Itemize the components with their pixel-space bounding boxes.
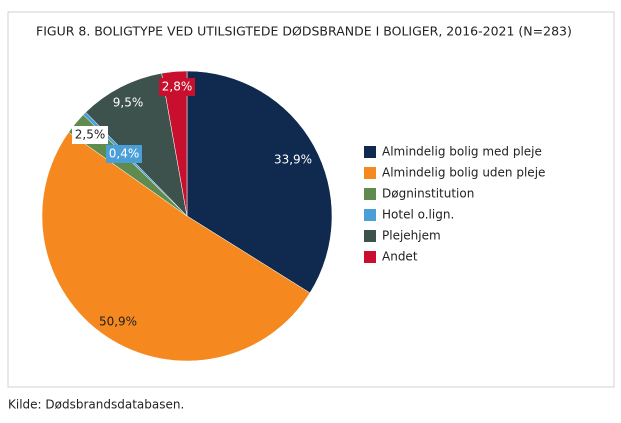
label-box (72, 126, 108, 144)
chart-title: FIGUR 8. BOLIGTYPE VED UTILSIGTEDE DØDSB… (36, 24, 572, 39)
label-box (106, 145, 142, 163)
legend-swatch (364, 251, 376, 263)
legend-label: Hotel o.lign. (382, 208, 454, 222)
pie-slice (161, 70, 188, 217)
data-label: 2,8% (162, 80, 193, 94)
pie-slice (41, 131, 311, 362)
legend-swatch (364, 146, 376, 158)
data-label: 33,9% (274, 153, 312, 167)
pie-slice (85, 72, 188, 217)
legend-label: Almindelig bolig med pleje (382, 145, 542, 159)
data-label: 50,9% (99, 315, 137, 329)
pie-slice (186, 70, 333, 294)
label-box (159, 78, 195, 96)
legend-label: Døgninstitution (382, 187, 474, 201)
data-label: 9,5% (113, 96, 144, 110)
data-label: 0,4% (109, 147, 140, 161)
source: Kilde: Dødsbrandsdatabasen. (8, 398, 184, 412)
legend-swatch (364, 209, 376, 221)
legend-label: Almindelig bolig uden pleje (382, 166, 545, 180)
legend-label: Andet (382, 250, 418, 264)
legend-label: Plejehjem (382, 229, 441, 243)
data-label: 2,5% (75, 128, 106, 142)
legend-swatch (364, 167, 376, 179)
legend-swatch (364, 188, 376, 200)
legend-swatch (364, 230, 376, 242)
